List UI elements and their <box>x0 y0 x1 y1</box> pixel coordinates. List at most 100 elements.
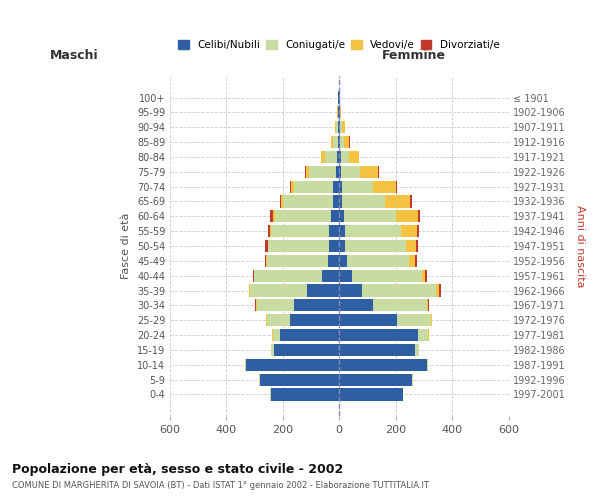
Y-axis label: Fasce di età: Fasce di età <box>121 213 131 279</box>
Bar <box>409 254 415 267</box>
Bar <box>339 166 341 178</box>
Bar <box>337 151 339 163</box>
Bar <box>416 240 418 252</box>
Bar <box>272 329 280 341</box>
Bar <box>280 329 339 341</box>
Bar <box>439 284 441 296</box>
Bar <box>283 196 333 207</box>
Bar <box>339 210 344 222</box>
Bar <box>248 284 250 296</box>
Bar <box>273 210 275 222</box>
Bar <box>418 210 421 222</box>
Bar <box>340 106 341 118</box>
Bar <box>271 210 273 222</box>
Bar <box>415 344 419 356</box>
Bar <box>339 254 347 267</box>
Bar <box>339 180 342 192</box>
Bar <box>336 121 338 134</box>
Bar <box>339 300 373 312</box>
Bar <box>265 254 266 267</box>
Bar <box>281 196 283 207</box>
Bar <box>291 180 294 192</box>
Bar <box>339 374 412 386</box>
Bar <box>331 136 334 148</box>
Bar <box>271 344 274 356</box>
Bar <box>257 300 294 312</box>
Bar <box>267 314 290 326</box>
Bar <box>349 151 359 163</box>
Bar <box>335 166 339 178</box>
Bar <box>425 270 427 282</box>
Bar <box>294 300 339 312</box>
Bar <box>254 270 322 282</box>
Bar <box>271 388 339 400</box>
Bar <box>333 196 339 207</box>
Bar <box>331 210 339 222</box>
Bar <box>352 270 422 282</box>
Bar <box>256 300 257 312</box>
Bar <box>339 196 343 207</box>
Bar <box>427 358 428 371</box>
Bar <box>290 180 291 192</box>
Bar <box>250 284 307 296</box>
Bar <box>339 270 352 282</box>
Text: Femmine: Femmine <box>382 50 446 62</box>
Bar <box>373 180 395 192</box>
Bar <box>339 284 362 296</box>
Text: Maschi: Maschi <box>50 50 99 62</box>
Bar <box>362 284 436 296</box>
Bar <box>270 225 271 237</box>
Bar <box>266 314 267 326</box>
Bar <box>343 121 344 134</box>
Bar <box>268 240 329 252</box>
Bar <box>428 300 430 312</box>
Bar <box>339 314 397 326</box>
Bar <box>359 166 378 178</box>
Y-axis label: Anni di nascita: Anni di nascita <box>575 204 585 287</box>
Bar <box>422 270 425 282</box>
Bar <box>339 225 344 237</box>
Bar <box>339 136 340 148</box>
Text: Popolazione per età, sesso e stato civile - 2002: Popolazione per età, sesso e stato civil… <box>12 462 343 475</box>
Bar <box>341 151 349 163</box>
Bar <box>267 254 328 267</box>
Bar <box>415 254 417 267</box>
Bar <box>334 180 339 192</box>
Bar <box>246 358 339 371</box>
Bar <box>328 254 339 267</box>
Bar <box>344 225 401 237</box>
Bar <box>306 166 309 178</box>
Bar <box>274 344 339 356</box>
Bar <box>268 225 270 237</box>
Bar <box>344 136 349 148</box>
Bar <box>343 196 385 207</box>
Bar <box>321 151 325 163</box>
Bar <box>418 329 428 341</box>
Bar <box>342 180 373 192</box>
Bar <box>401 225 417 237</box>
Bar <box>344 210 397 222</box>
Bar <box>338 121 339 134</box>
Bar <box>417 225 419 237</box>
Bar <box>245 358 246 371</box>
Bar <box>265 240 268 252</box>
Bar <box>329 240 339 252</box>
Bar <box>339 388 403 400</box>
Bar <box>373 300 427 312</box>
Bar <box>294 180 334 192</box>
Bar <box>412 374 413 386</box>
Bar <box>436 284 439 296</box>
Legend: Celibi/Nubili, Coniugati/e, Vedovi/e, Divorziati/e: Celibi/Nubili, Coniugati/e, Vedovi/e, Di… <box>178 40 500 50</box>
Bar <box>427 300 428 312</box>
Bar <box>345 240 406 252</box>
Bar <box>410 196 412 207</box>
Bar <box>309 166 335 178</box>
Bar <box>322 270 339 282</box>
Bar <box>338 136 339 148</box>
Bar <box>341 166 359 178</box>
Bar <box>339 358 427 371</box>
Bar <box>340 121 343 134</box>
Bar <box>395 180 397 192</box>
Bar <box>339 344 415 356</box>
Bar <box>340 136 344 148</box>
